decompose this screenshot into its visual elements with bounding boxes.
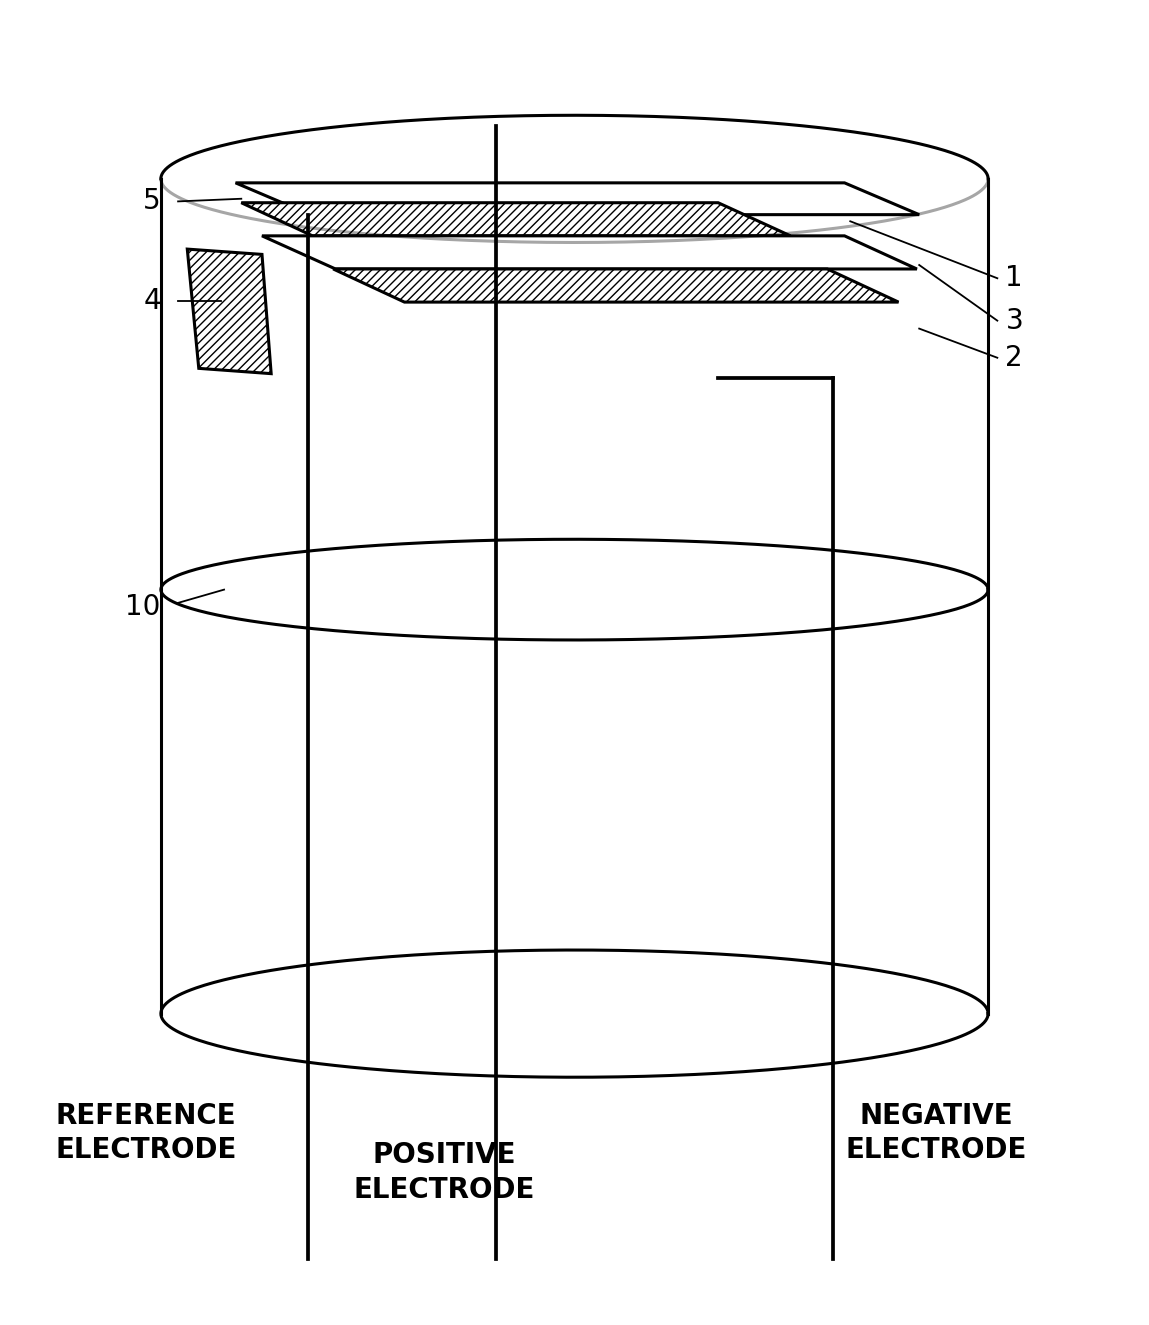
Text: 1: 1 [1005, 264, 1023, 293]
Text: 4: 4 [144, 286, 161, 315]
Text: REFERENCE
ELECTRODE: REFERENCE ELECTRODE [55, 1101, 237, 1165]
Polygon shape [236, 183, 919, 215]
Text: NEGATIVE
ELECTRODE: NEGATIVE ELECTRODE [846, 1101, 1027, 1165]
Polygon shape [187, 249, 271, 374]
Text: 2: 2 [1005, 343, 1023, 372]
Text: POSITIVE
ELECTRODE: POSITIVE ELECTRODE [354, 1141, 535, 1204]
Polygon shape [241, 203, 791, 236]
Polygon shape [333, 269, 899, 302]
Text: 5: 5 [144, 187, 161, 216]
Text: 3: 3 [1005, 306, 1023, 335]
Text: 10: 10 [125, 592, 161, 621]
Polygon shape [262, 236, 917, 269]
